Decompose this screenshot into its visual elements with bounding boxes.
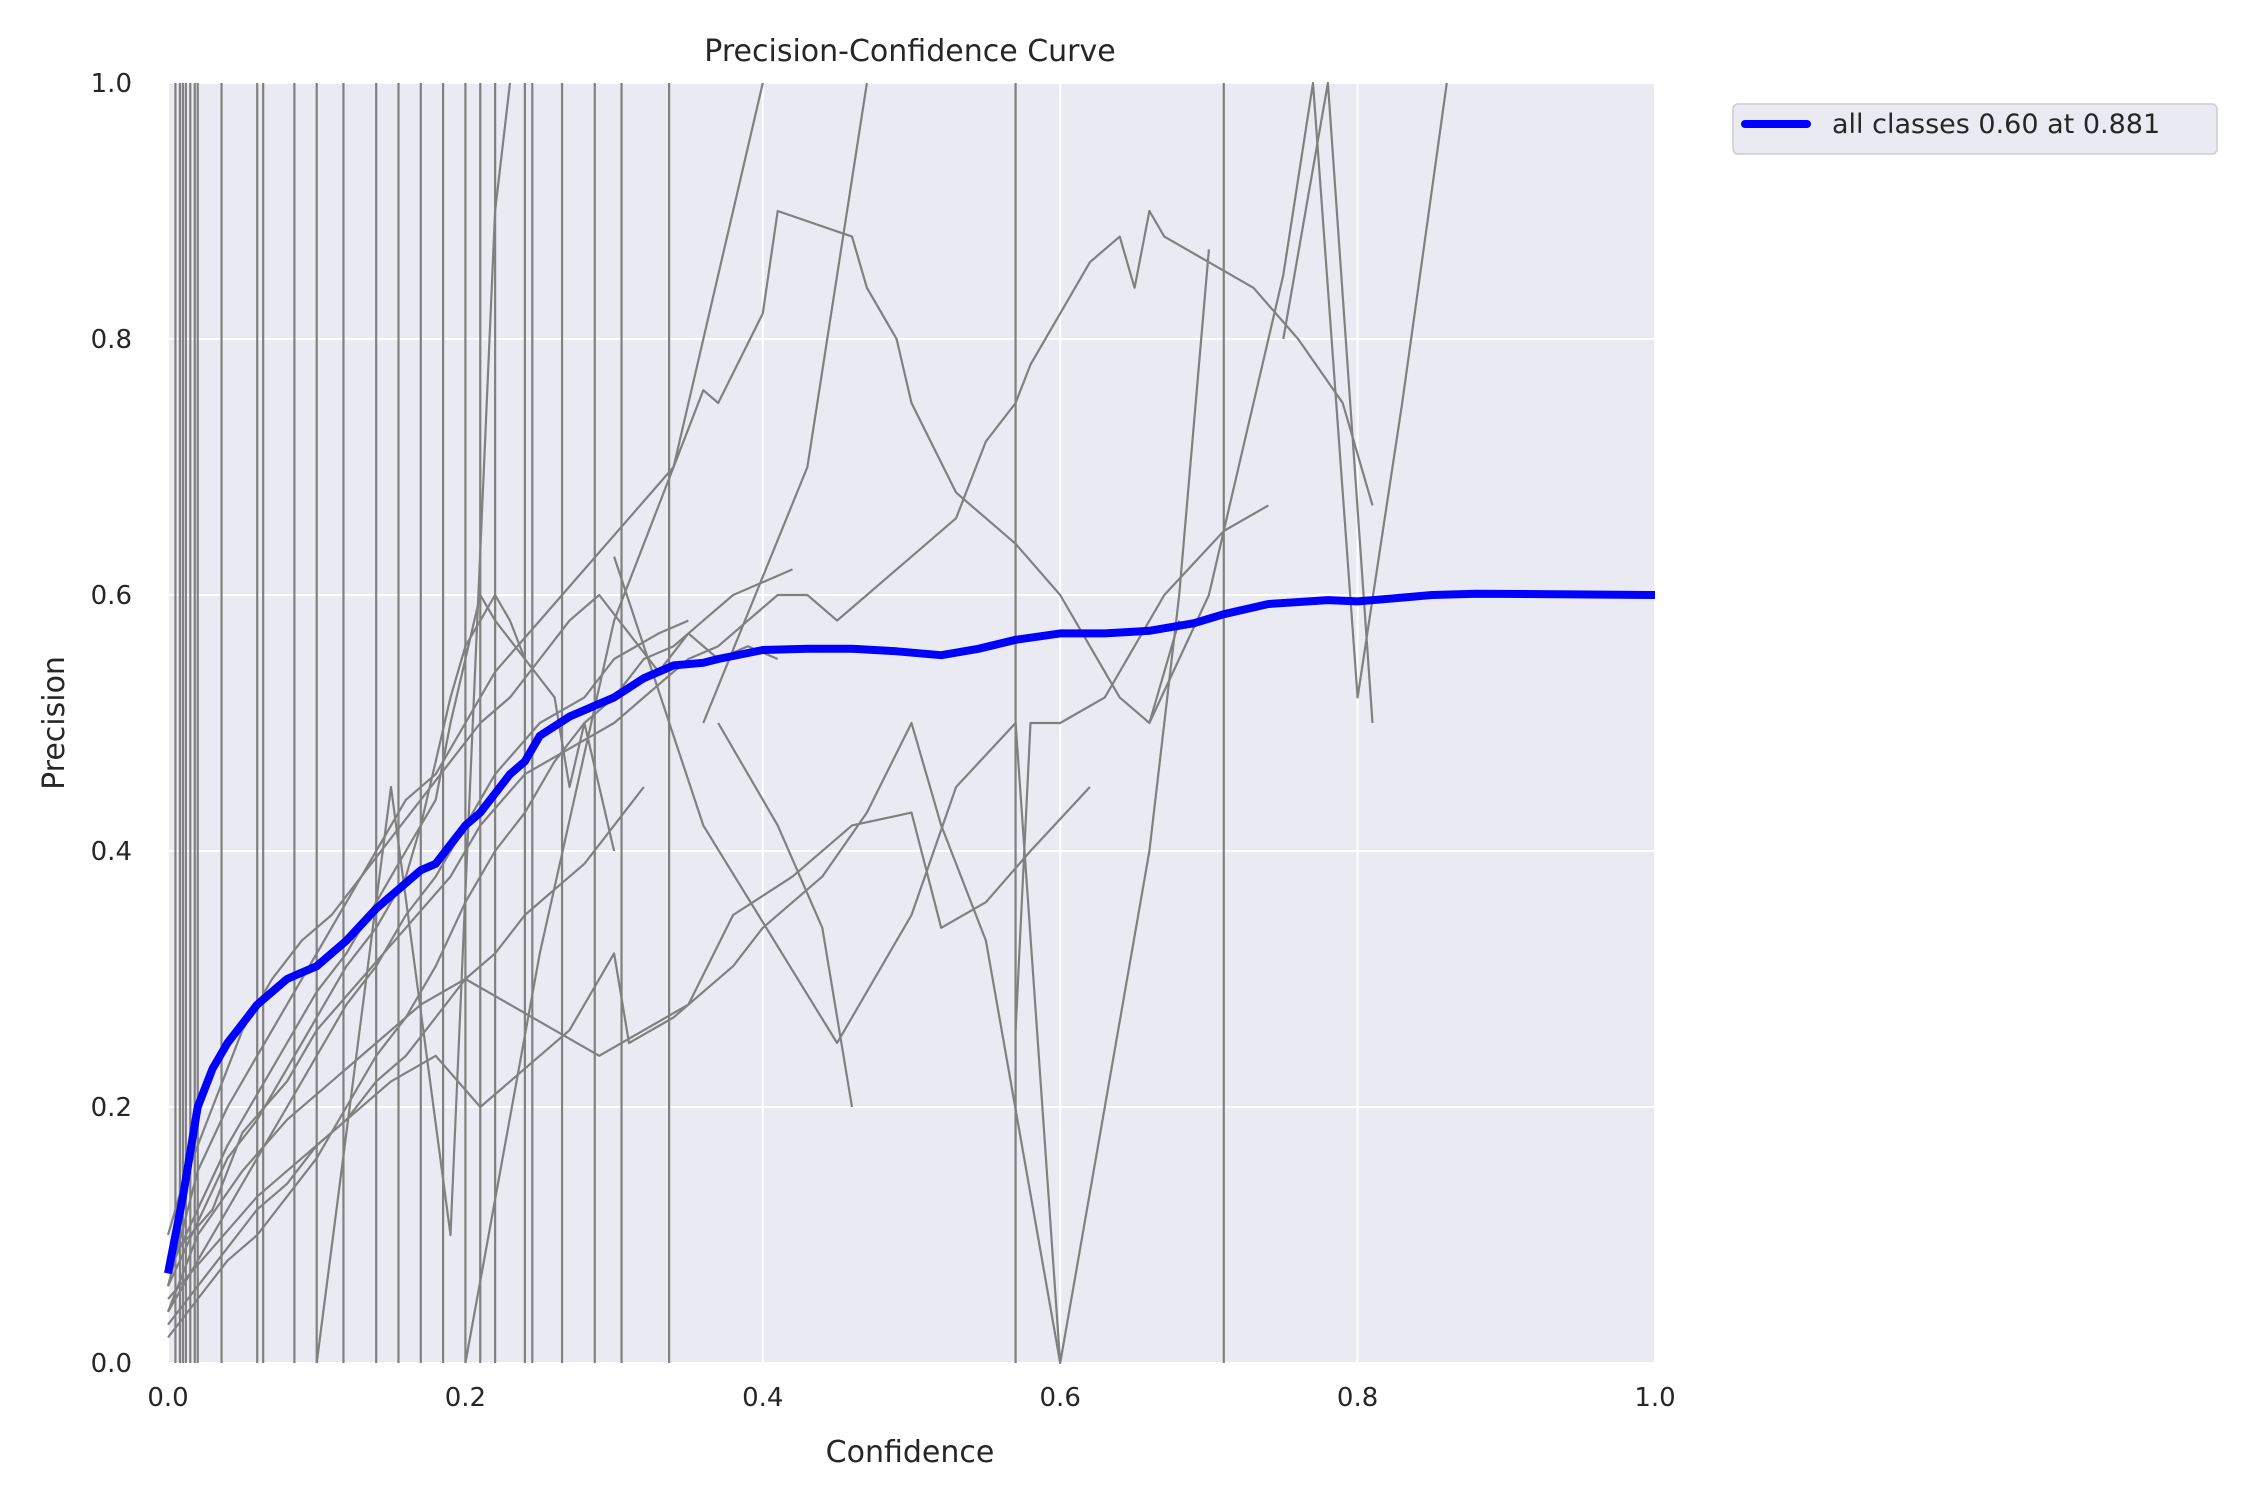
class-curve [315,82,512,1364]
x-tick-label: 0.8 [1337,1383,1378,1413]
x-tick-label: 0.0 [147,1383,188,1413]
class-curve [167,568,793,1339]
y-tick-label: 0.4 [91,837,132,867]
class-curve [167,593,616,1274]
x-tick-label: 1.0 [1634,1383,1675,1413]
all-classes-curve-layer [164,589,1656,1275]
class-curve [167,786,645,1326]
class-curve [717,722,854,1108]
x-tick-label: 0.4 [742,1383,783,1413]
class-curve [1282,81,1374,724]
x-axis-label: Confidence [826,1435,995,1470]
class-curve [166,786,1091,1313]
class-curve [167,209,1374,1262]
class-vertical-lines [174,83,1225,1363]
class-curve [166,209,1181,1287]
class-curve [702,82,868,724]
class-curve [1148,81,1448,724]
legend: all classes 0.60 at 0.881 [1732,103,2218,155]
y-tick-label: 0.6 [91,581,132,611]
y-tick-label: 0.0 [91,1349,132,1379]
class-curve [613,249,1210,1365]
y-tick-label: 0.2 [91,1093,132,1123]
y-tick-label: 1.0 [91,69,132,99]
legend-label-all-classes: all classes 0.60 at 0.881 [1832,109,2160,140]
class-curves [166,81,1448,1365]
x-tick-label: 0.2 [445,1383,486,1413]
chart-title: Precision-Confidence Curve [704,34,1115,69]
class-curve [167,593,526,1287]
class-curve [464,82,764,1364]
x-tick-labels: 0.0 0.2 0.4 0.6 0.8 1.0 [147,1383,1675,1413]
y-tick-label: 0.8 [91,325,132,355]
all-classes-curve [164,589,1656,1275]
y-tick-labels: 0.0 0.2 0.4 0.6 0.8 1.0 [91,69,132,1379]
y-axis-label: Precision [37,656,72,790]
legend-box [1732,103,2218,155]
x-tick-label: 0.6 [1040,1383,1081,1413]
class-curve [167,619,689,1313]
